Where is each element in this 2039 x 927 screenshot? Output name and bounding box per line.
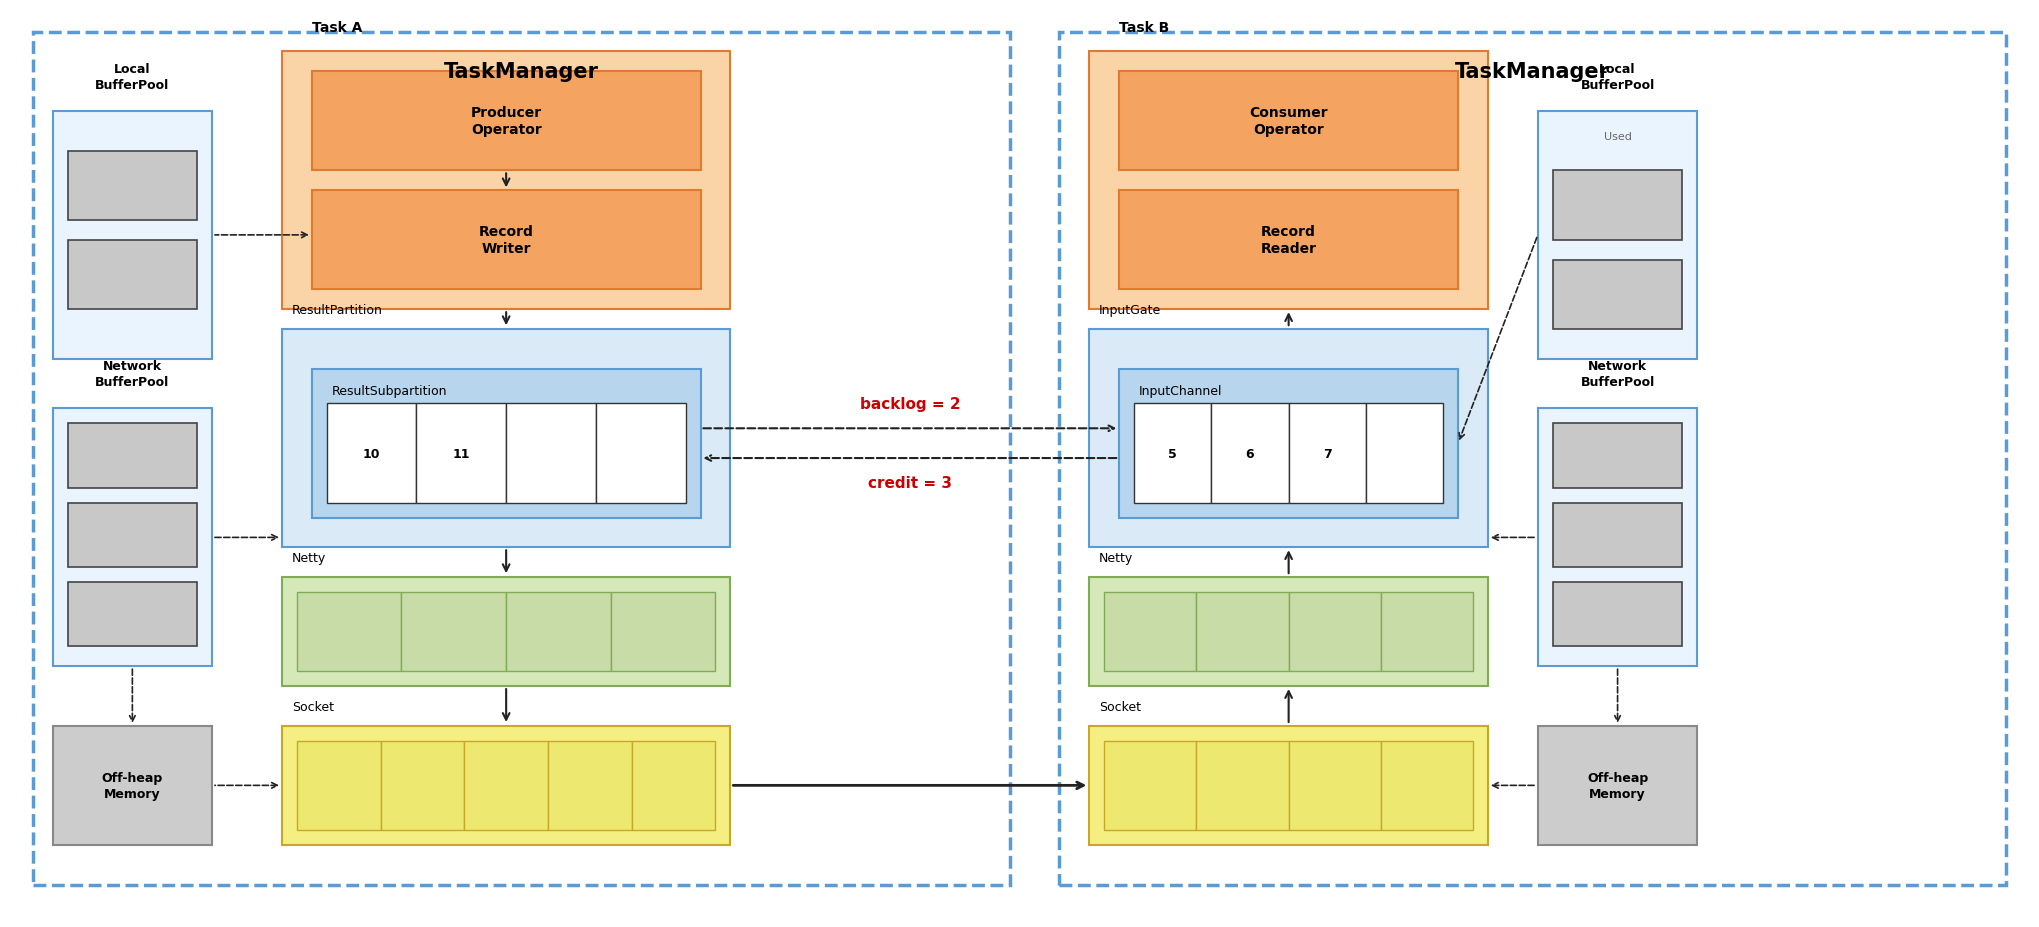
- Bar: [1134, 404, 1211, 503]
- Bar: [281, 52, 730, 310]
- Text: InputChannel: InputChannel: [1140, 384, 1223, 398]
- Bar: [1554, 424, 1682, 489]
- Text: TaskManager: TaskManager: [1456, 62, 1611, 83]
- Text: Producer
Operator: Producer Operator: [471, 106, 542, 137]
- Bar: [1554, 503, 1682, 567]
- Text: Used: Used: [1603, 132, 1631, 142]
- Bar: [595, 404, 685, 503]
- Text: TaskManager: TaskManager: [445, 62, 599, 83]
- Text: Netty: Netty: [1099, 552, 1134, 565]
- Text: Task B: Task B: [1119, 20, 1170, 34]
- Text: ResultSubpartition: ResultSubpartition: [332, 384, 447, 398]
- Bar: [1105, 592, 1197, 671]
- Text: InputGate: InputGate: [1099, 303, 1162, 316]
- Bar: [326, 404, 416, 503]
- Bar: [312, 191, 701, 290]
- Bar: [53, 726, 212, 845]
- Text: Netty: Netty: [292, 552, 326, 565]
- Bar: [1089, 52, 1488, 310]
- Bar: [281, 330, 730, 548]
- Bar: [33, 32, 1009, 884]
- Bar: [1197, 592, 1289, 671]
- Bar: [1289, 404, 1366, 503]
- Bar: [402, 592, 506, 671]
- Bar: [67, 151, 198, 221]
- Text: 5: 5: [1168, 447, 1177, 460]
- Bar: [1060, 32, 2006, 884]
- Bar: [1119, 369, 1458, 518]
- Bar: [67, 503, 198, 567]
- Text: 6: 6: [1246, 447, 1254, 460]
- Text: backlog = 2: backlog = 2: [860, 397, 960, 412]
- Bar: [67, 241, 198, 310]
- Bar: [1119, 191, 1458, 290]
- Text: Socket: Socket: [1099, 700, 1142, 713]
- Text: ResultPartition: ResultPartition: [292, 303, 383, 316]
- Bar: [1537, 726, 1696, 845]
- Bar: [298, 741, 381, 830]
- Bar: [67, 582, 198, 647]
- Text: Record
Writer: Record Writer: [479, 225, 534, 256]
- Bar: [1089, 726, 1488, 845]
- Text: 11: 11: [453, 447, 471, 460]
- Bar: [416, 404, 506, 503]
- Bar: [298, 592, 402, 671]
- Bar: [281, 578, 730, 686]
- Bar: [1197, 741, 1289, 830]
- Bar: [506, 592, 612, 671]
- Text: Consumer
Operator: Consumer Operator: [1250, 106, 1327, 137]
- Bar: [67, 424, 198, 489]
- Bar: [53, 112, 212, 360]
- Bar: [281, 726, 730, 845]
- Text: Network
BufferPool: Network BufferPool: [96, 360, 169, 388]
- Text: Off-heap
Memory: Off-heap Memory: [1586, 771, 1648, 800]
- Bar: [1380, 741, 1472, 830]
- Bar: [53, 409, 212, 667]
- Bar: [312, 369, 701, 518]
- Text: Off-heap
Memory: Off-heap Memory: [102, 771, 163, 800]
- Bar: [632, 741, 716, 830]
- Bar: [1554, 260, 1682, 330]
- Bar: [612, 592, 716, 671]
- Bar: [1380, 592, 1472, 671]
- Text: Record
Reader: Record Reader: [1260, 225, 1317, 256]
- Bar: [465, 741, 548, 830]
- Bar: [1554, 171, 1682, 241]
- Bar: [1289, 741, 1380, 830]
- Bar: [312, 72, 701, 171]
- Text: Local
BufferPool: Local BufferPool: [1580, 63, 1656, 92]
- Text: credit = 3: credit = 3: [869, 476, 952, 490]
- Bar: [1105, 741, 1197, 830]
- Bar: [548, 741, 632, 830]
- Bar: [1089, 330, 1488, 548]
- Bar: [1537, 112, 1696, 360]
- Bar: [1119, 72, 1458, 171]
- Bar: [1366, 404, 1444, 503]
- Bar: [1089, 578, 1488, 686]
- Bar: [381, 741, 465, 830]
- Bar: [1211, 404, 1289, 503]
- Text: Local
BufferPool: Local BufferPool: [96, 63, 169, 92]
- Text: 7: 7: [1323, 447, 1331, 460]
- Text: Network
BufferPool: Network BufferPool: [1580, 360, 1656, 388]
- Bar: [506, 404, 595, 503]
- Bar: [1537, 409, 1696, 667]
- Text: Socket: Socket: [292, 700, 334, 713]
- Bar: [1289, 592, 1380, 671]
- Text: Task A: Task A: [312, 20, 363, 34]
- Text: 10: 10: [363, 447, 381, 460]
- Bar: [1554, 582, 1682, 647]
